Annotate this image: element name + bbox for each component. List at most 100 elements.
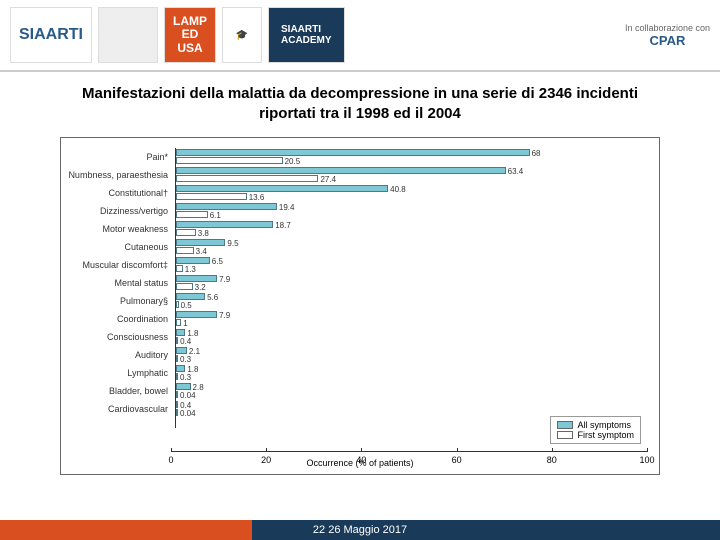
footer-bar: 22 26 Maggio 2017 xyxy=(0,520,720,540)
legend-all: All symptoms xyxy=(557,420,634,430)
bar-all: 0.4 xyxy=(176,401,178,408)
bar-value: 20.5 xyxy=(285,157,301,166)
category-label: Motor weakness xyxy=(102,220,168,238)
chart-row: Motor weakness18.73.8 xyxy=(176,220,647,238)
bar-all: 7.9 xyxy=(176,275,217,282)
category-label: Pulmonary§ xyxy=(120,292,168,310)
bar-all: 40.8 xyxy=(176,185,388,192)
slide-title: Manifestazioni della malattia da decompr… xyxy=(0,72,720,131)
bar-value: 3.8 xyxy=(198,229,209,238)
category-label: Pain* xyxy=(146,148,168,166)
chart-row: Consciousness1.80.4 xyxy=(176,328,647,346)
bar-value: 9.5 xyxy=(227,239,238,248)
bar-first: 27.4 xyxy=(176,175,318,182)
bar-value: 3.2 xyxy=(195,283,206,292)
bar-all: 2.1 xyxy=(176,347,187,354)
bar-value: 19.4 xyxy=(279,203,295,212)
chart-row: Coordination7.91 xyxy=(176,310,647,328)
lampedusa-logo: LAMP ED USA xyxy=(164,7,216,63)
grad-cap-icon: 🎓 xyxy=(222,7,262,63)
bar-first: 1.3 xyxy=(176,265,183,272)
category-label: Constitutional† xyxy=(108,184,168,202)
x-tick: 20 xyxy=(261,455,271,465)
bar-value: 3.4 xyxy=(196,247,207,256)
category-label: Muscular discomfort‡ xyxy=(82,256,168,274)
category-label: Mental status xyxy=(114,274,168,292)
bar-all: 5.6 xyxy=(176,293,205,300)
bar-first: 0.04 xyxy=(176,391,178,398)
category-label: Numbness, paraesthesia xyxy=(68,166,168,184)
bar-value: 7.9 xyxy=(219,275,230,284)
chart-row: Muscular discomfort‡6.51.3 xyxy=(176,256,647,274)
bar-value: 1 xyxy=(183,319,187,328)
category-label: Cardiovascular xyxy=(108,400,168,418)
bar-value: 63.4 xyxy=(508,167,524,176)
bar-value: 27.4 xyxy=(320,175,336,184)
chart-row: Cutaneous9.53.4 xyxy=(176,238,647,256)
bar-value: 5.6 xyxy=(207,293,218,302)
bar-value: 6.5 xyxy=(212,257,223,266)
bar-value: 0.3 xyxy=(180,373,191,382)
x-tick: 0 xyxy=(168,455,173,465)
bar-all: 63.4 xyxy=(176,167,506,174)
x-tick: 100 xyxy=(639,455,654,465)
header-bar: SIAARTI LAMP ED USA 🎓 SIAARTI ACADEMY In… xyxy=(0,0,720,72)
bar-all: 1.8 xyxy=(176,329,185,336)
category-label: Lymphatic xyxy=(127,364,168,382)
bar-first: 6.1 xyxy=(176,211,208,218)
chart-row: Mental status7.93.2 xyxy=(176,274,647,292)
bar-first: 0.3 xyxy=(176,355,178,362)
category-label: Auditory xyxy=(135,346,168,364)
bar-value: 7.9 xyxy=(219,311,230,320)
footer-dates: 22 26 Maggio 2017 xyxy=(313,524,407,536)
plot-area: Pain*6820.5Numbness, paraesthesia63.427.… xyxy=(175,148,647,428)
bar-first: 20.5 xyxy=(176,157,283,164)
bar-all: 9.5 xyxy=(176,239,225,246)
legend-first: First symptom xyxy=(557,430,634,440)
chart-row: Constitutional†40.813.6 xyxy=(176,184,647,202)
legend-first-label: First symptom xyxy=(577,430,634,440)
bar-all: 68 xyxy=(176,149,530,156)
bar-value: 0.5 xyxy=(181,301,192,310)
collab-block: In collaborazione con CPAR xyxy=(625,23,710,48)
bar-value: 18.7 xyxy=(275,221,291,230)
chart-container: Pain*6820.5Numbness, paraesthesia63.427.… xyxy=(60,137,660,475)
x-tick: 60 xyxy=(452,455,462,465)
bar-first: 1 xyxy=(176,319,181,326)
chart-row: Pulmonary§5.60.5 xyxy=(176,292,647,310)
bar-first: 13.6 xyxy=(176,193,247,200)
bar-all: 6.5 xyxy=(176,257,210,264)
collab-name: CPAR xyxy=(625,33,710,48)
category-label: Consciousness xyxy=(107,328,168,346)
academy-logo: SIAARTI ACADEMY xyxy=(268,7,345,63)
bar-value: 13.6 xyxy=(249,193,265,202)
bar-first: 0.04 xyxy=(176,409,178,416)
chart-row: Bladder, bowel2.80.04 xyxy=(176,382,647,400)
bar-value: 0.4 xyxy=(180,337,191,346)
category-label: Coordination xyxy=(117,310,168,328)
bar-first: 3.8 xyxy=(176,229,196,236)
chart-row: Auditory2.10.3 xyxy=(176,346,647,364)
swatch-all xyxy=(557,421,573,429)
bar-all: 7.9 xyxy=(176,311,217,318)
chart-row: Pain*6820.5 xyxy=(176,148,647,166)
siaarti-logo: SIAARTI xyxy=(10,7,92,63)
legend-all-label: All symptoms xyxy=(577,420,631,430)
bar-first: 0.5 xyxy=(176,301,179,308)
bar-first: 3.2 xyxy=(176,283,193,290)
legend: All symptoms First symptom xyxy=(550,416,641,444)
bar-first: 3.4 xyxy=(176,247,194,254)
chart-row: Numbness, paraesthesia63.427.4 xyxy=(176,166,647,184)
category-label: Cutaneous xyxy=(124,238,168,256)
bar-first: 0.4 xyxy=(176,337,178,344)
helicopter-photo xyxy=(98,7,158,63)
bar-all: 1.8 xyxy=(176,365,185,372)
bar-value: 0.3 xyxy=(180,355,191,364)
bar-all: 18.7 xyxy=(176,221,273,228)
x-axis: 020406080100 xyxy=(171,451,647,452)
bar-value: 40.8 xyxy=(390,185,406,194)
bar-value: 1.3 xyxy=(185,265,196,274)
swatch-first xyxy=(557,431,573,439)
x-tick: 80 xyxy=(547,455,557,465)
bar-value: 6.1 xyxy=(210,211,221,220)
